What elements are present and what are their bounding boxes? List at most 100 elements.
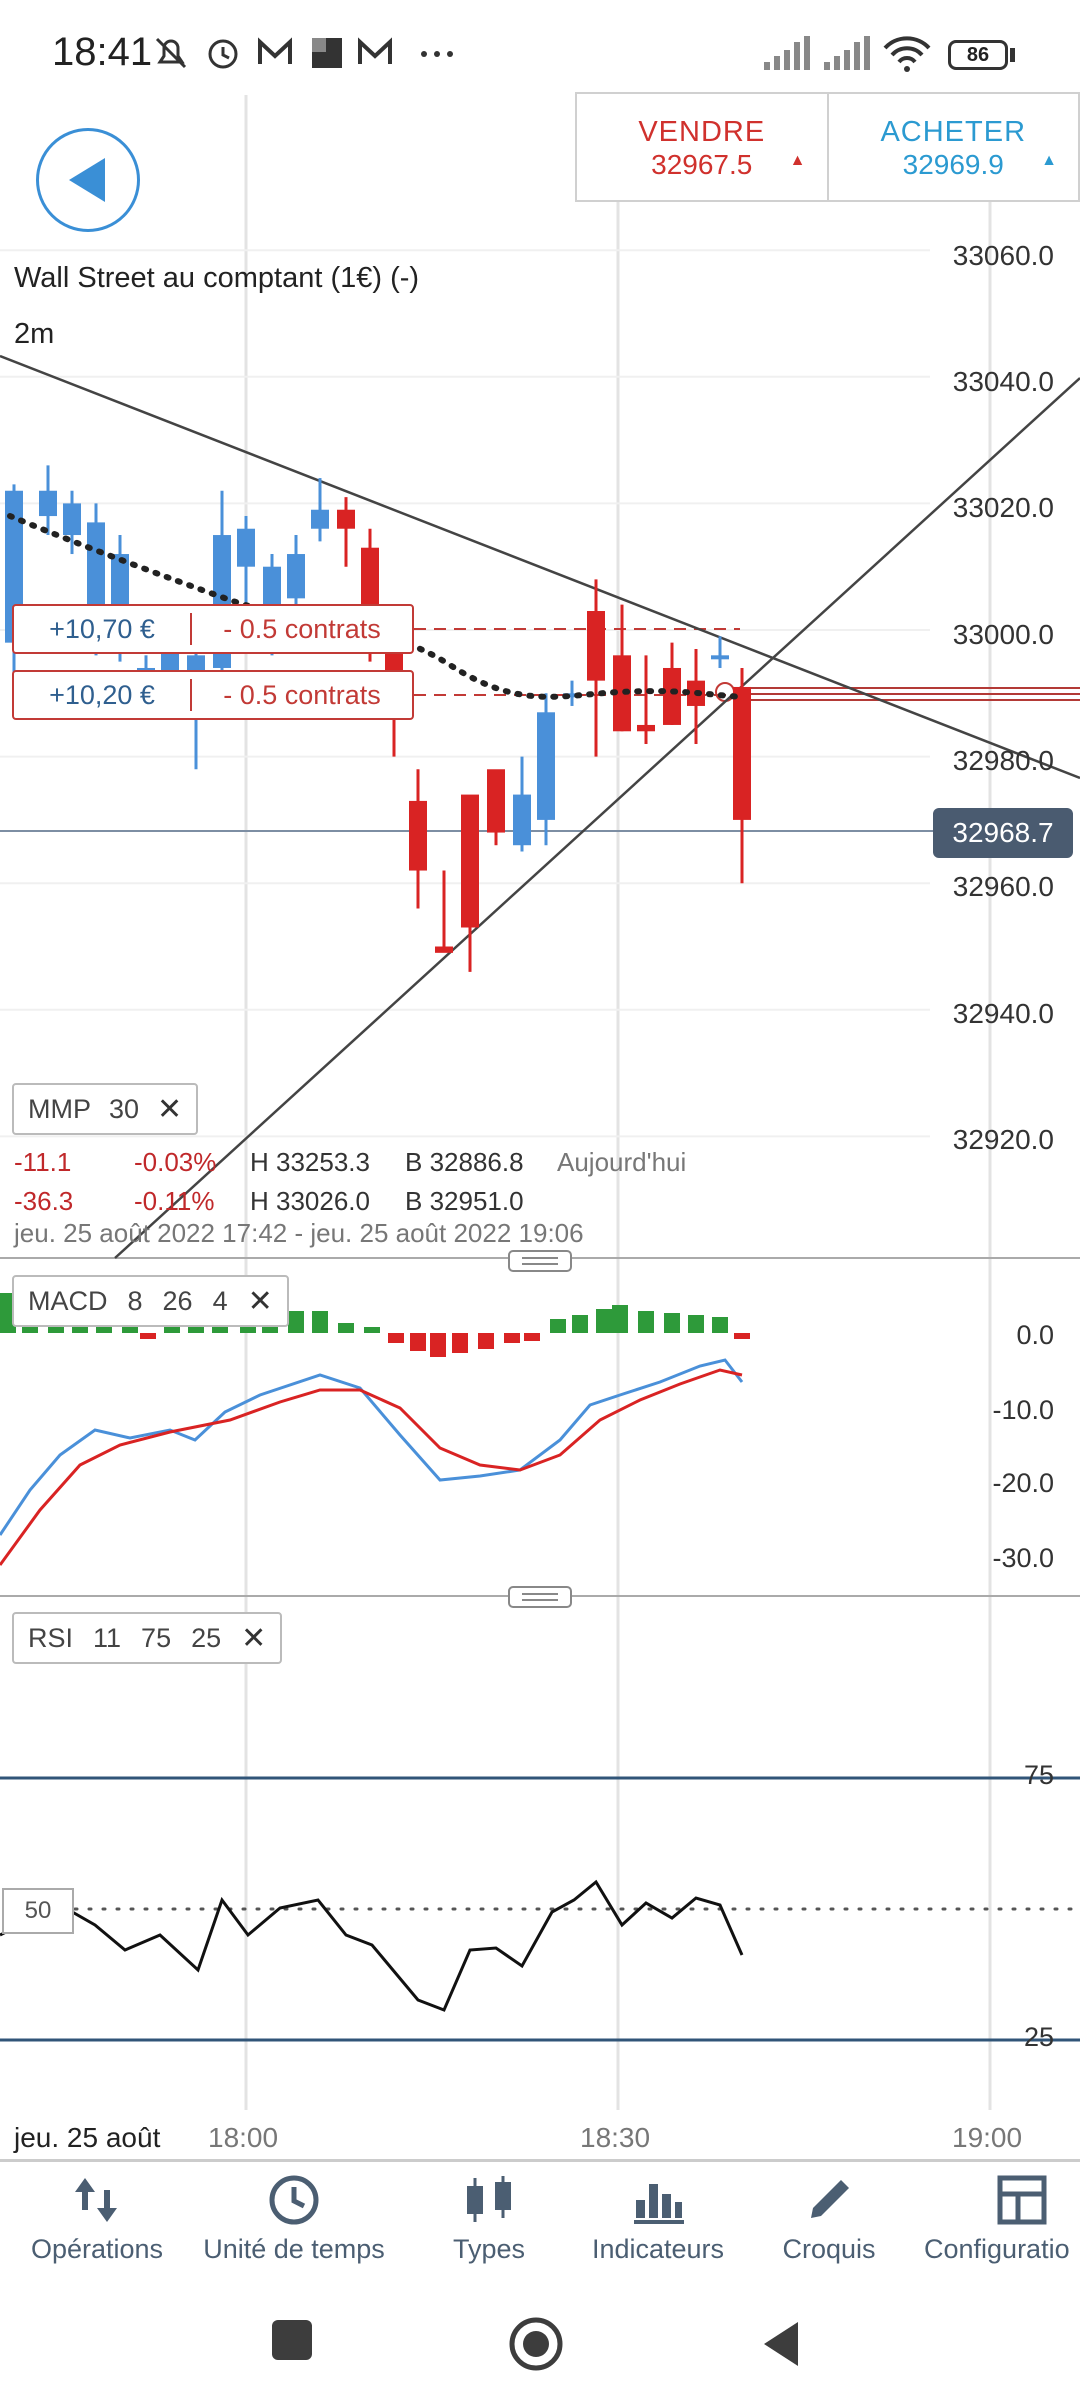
macd-p3: 4 xyxy=(212,1285,228,1316)
sell-button[interactable]: VENDRE 32967.5 ▲ xyxy=(577,94,827,200)
stat-low-1: B 32886.8 xyxy=(405,1147,524,1177)
candle-body xyxy=(39,490,57,517)
macd-indicator-tag[interactable]: MACD 8 26 4 ✕ xyxy=(12,1275,289,1327)
mmp-name: MMP xyxy=(28,1093,91,1124)
price-tick: 32920.0 xyxy=(952,1124,1054,1155)
close-icon[interactable]: ✕ xyxy=(247,1284,273,1318)
nav-label: Indicateurs xyxy=(591,2234,725,2264)
macd-tick: 0.0 xyxy=(1016,1320,1054,1350)
macd-histogram-bar xyxy=(140,1333,156,1339)
rsi-tick-75: 75 xyxy=(1023,1760,1054,1790)
rsi-p1: 11 xyxy=(93,1622,122,1653)
stat-period: Aujourd'hui xyxy=(557,1147,687,1177)
nav-types[interactable]: Types xyxy=(424,2172,554,2265)
mmp-dotted-line xyxy=(7,513,745,700)
macd-line xyxy=(0,1358,744,1536)
trend-lines[interactable] xyxy=(0,354,1080,1259)
close-icon[interactable]: ✕ xyxy=(157,1092,183,1126)
candle-body xyxy=(637,724,655,732)
resize-handle-macd[interactable] xyxy=(508,1586,572,1608)
signal-icon-2 xyxy=(824,36,870,70)
nav-operations[interactable]: Opérations xyxy=(22,2172,172,2265)
candle-body xyxy=(337,509,355,529)
nav-indicators[interactable]: Indicateurs xyxy=(582,2172,734,2265)
macd-name: MACD xyxy=(28,1285,108,1316)
rsi-indicator-tag[interactable]: RSI 11 75 25 ✕ xyxy=(12,1612,283,1664)
nav-timeframe[interactable]: Unité de temps xyxy=(198,2172,390,2265)
macd-panel xyxy=(0,1293,750,1566)
sell-label: VENDRE xyxy=(638,116,766,148)
candle-body xyxy=(663,667,681,725)
order-line-1[interactable]: +10,70 € - 0.5 contrats xyxy=(12,604,414,654)
more-icon xyxy=(421,51,453,57)
battery-level: 86 xyxy=(966,44,990,66)
up-triangle-icon: ▲ xyxy=(1041,152,1058,169)
time-tick: 18:30 xyxy=(580,2122,651,2153)
price-tick: 32940.0 xyxy=(952,998,1054,1029)
candle-body xyxy=(587,611,605,681)
macd-tick: -30.0 xyxy=(992,1543,1054,1573)
back-nav-icon[interactable] xyxy=(758,2316,808,2372)
macd-histogram-bar xyxy=(712,1317,728,1333)
mmp-param: 30 xyxy=(109,1093,140,1124)
macd-histogram-bar xyxy=(572,1315,588,1333)
stat-date-range: jeu. 25 août 2022 17:42 - jeu. 25 août 2… xyxy=(14,1218,584,1248)
buy-button[interactable]: ACHETER 32969.9 ▲ xyxy=(826,94,1079,200)
candle-body xyxy=(513,794,531,846)
macd-histogram-bar xyxy=(612,1305,628,1333)
back-button[interactable] xyxy=(36,128,140,232)
mmp-indicator-tag[interactable]: MMP 30 ✕ xyxy=(12,1083,199,1135)
bars-icon xyxy=(634,2184,684,2224)
instrument-title: Wall Street au comptant (1€) (-) xyxy=(14,262,420,294)
trendline-down xyxy=(0,354,1080,780)
macd-histogram-bar xyxy=(410,1333,426,1351)
resize-handle-main[interactable] xyxy=(508,1250,572,1272)
trendline-up xyxy=(114,377,1080,1259)
order-pnl: +10,70 € xyxy=(49,613,155,644)
macd-histogram-bar xyxy=(504,1333,520,1343)
macd-histogram-bar xyxy=(452,1333,468,1353)
trade-panel: VENDRE 32967.5 ▲ ACHETER 32969.9 ▲ xyxy=(575,92,1080,202)
order-qty: - 0.5 contrats xyxy=(223,679,381,710)
pencil-icon xyxy=(811,2180,849,2218)
current-price-tag: 32968.7 xyxy=(933,808,1073,858)
alarm-icon xyxy=(208,39,238,69)
macd-histogram-bar xyxy=(550,1319,566,1333)
price-tick: 32980.0 xyxy=(952,745,1054,776)
rsi-p2: 75 xyxy=(141,1622,172,1653)
app-square-icon xyxy=(312,38,342,68)
chart-canvas[interactable] xyxy=(0,0,1080,2160)
candle-body xyxy=(461,794,479,928)
macd-histogram-bar xyxy=(734,1333,750,1339)
recents-icon[interactable] xyxy=(272,2320,312,2360)
close-icon[interactable]: ✕ xyxy=(241,1621,267,1655)
bottom-navigation xyxy=(0,2160,1080,2270)
nav-drawing[interactable]: Croquis xyxy=(764,2172,894,2265)
macd-histogram-bar xyxy=(288,1311,304,1333)
stat-pct-2: -0.11% xyxy=(134,1186,215,1216)
order-qty: - 0.5 contrats xyxy=(223,613,381,644)
macd-histogram-bar xyxy=(122,1323,138,1333)
rsi-line xyxy=(0,1879,744,2012)
home-icon[interactable] xyxy=(508,2316,564,2372)
rsi-panel xyxy=(0,1776,1080,2042)
nav-label: Configuratio xyxy=(924,2234,1070,2264)
battery-icon: 86 xyxy=(948,40,1008,70)
macd-tick: -20.0 xyxy=(992,1468,1054,1498)
macd-histogram-bar xyxy=(364,1327,380,1333)
macd-histogram-bar xyxy=(596,1309,612,1333)
candle-body xyxy=(237,528,255,567)
stat-high-2: H 33026.0 xyxy=(250,1186,370,1216)
candle-body xyxy=(613,655,631,732)
candle-body xyxy=(63,503,81,536)
macd-histogram-bar xyxy=(430,1333,446,1357)
price-tick: 32960.0 xyxy=(952,871,1054,902)
nav-label: Opérations xyxy=(30,2234,164,2264)
price-tick: 33040.0 xyxy=(952,366,1054,397)
macd-signal-line xyxy=(0,1368,743,1566)
status-time: 18:41 xyxy=(52,30,153,74)
nav-label: Croquis xyxy=(782,2234,876,2264)
nav-configuration[interactable]: Configuratio xyxy=(924,2172,1080,2265)
order-line-2[interactable]: +10,20 € - 0.5 contrats xyxy=(12,670,414,720)
macd-histogram-bar xyxy=(478,1333,494,1349)
